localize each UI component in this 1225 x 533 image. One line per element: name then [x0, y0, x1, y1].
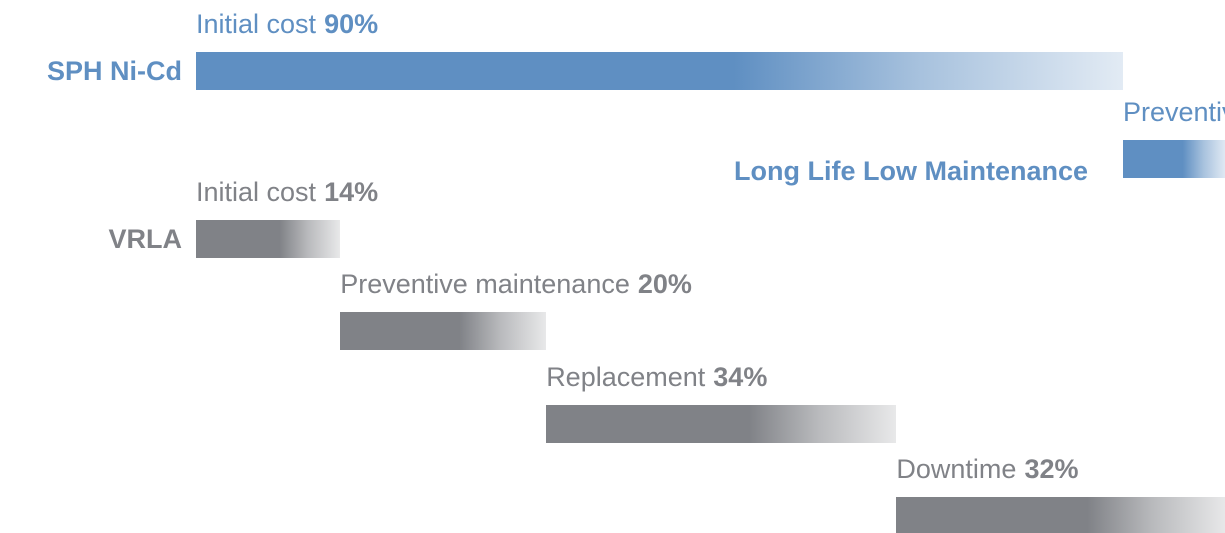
annotation-label: Long Life Low Maintenance — [734, 156, 1089, 186]
segment-label: Preventive maintenance10% — [1123, 96, 1225, 128]
segment-label-text: Initial cost — [196, 177, 317, 207]
segment-label-text: Replacement — [546, 362, 706, 392]
segment-label: Initial cost 90% — [196, 8, 378, 40]
segment-label-text: Downtime — [896, 454, 1017, 484]
segment-label-text: Preventive maintenance — [1123, 97, 1225, 127]
segment-label: Replacement 34% — [546, 361, 767, 393]
segment-value-label: 20% — [637, 269, 692, 299]
series-name: SPH Ni-Cd — [47, 56, 182, 86]
bar-sph-ni-cd-initial-cost — [196, 52, 1123, 90]
segment-label-text: Initial cost — [196, 9, 317, 39]
bar-vrla-replacement — [546, 405, 897, 443]
segment-value-label: 90% — [324, 9, 379, 39]
segment-value-label: 14% — [324, 177, 379, 207]
series-name: VRLA — [108, 224, 183, 254]
bar-vrla-initial-cost — [196, 220, 341, 258]
bar-vrla-downtime — [896, 497, 1225, 533]
segment-value-label: 32% — [1024, 454, 1079, 484]
bar-vrla-preventive-maintenance — [340, 312, 547, 350]
segment-label: Preventive maintenance 20% — [340, 268, 692, 300]
segment-label: Downtime 32% — [896, 453, 1078, 485]
bar-sph-ni-cd-preventive-maintenance — [1123, 140, 1225, 178]
segment-label-text: Preventive maintenance — [340, 269, 630, 299]
segment-value-label: 34% — [713, 362, 768, 392]
segment-label: Initial cost 14% — [196, 176, 378, 208]
